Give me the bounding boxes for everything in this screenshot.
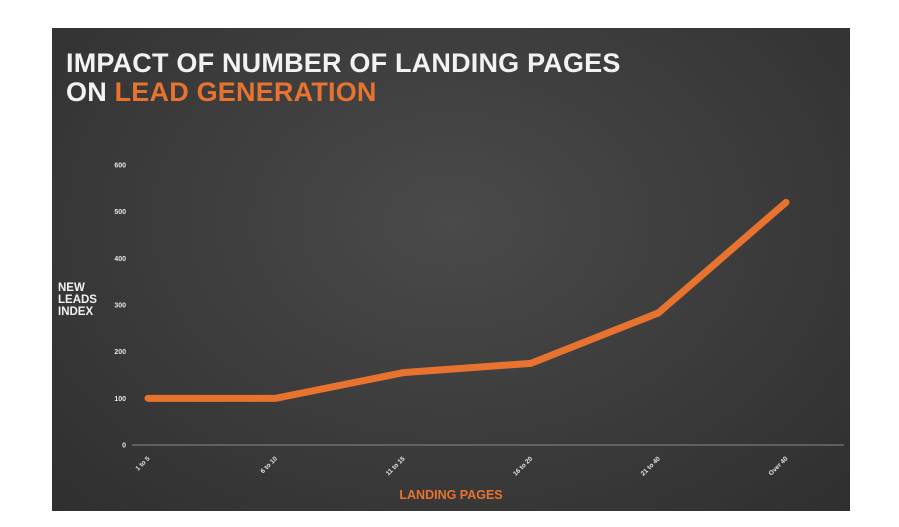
y-tick-label: 400 — [114, 256, 126, 263]
x-tick-label: 1 to 5 — [134, 455, 151, 472]
data-point — [272, 395, 279, 402]
y-tick-labels: 0 100 200 300 400 500 600 — [114, 163, 126, 450]
y-tick-label: 0 — [122, 443, 126, 450]
line-chart: 0 100 200 300 400 500 600 1 to 5 6 to 10 11 to 1… — [114, 163, 844, 478]
chart-title-accent: LEAD GENERATION — [114, 77, 377, 107]
data-point — [527, 360, 534, 367]
x-tick-label: 16 to 20 — [512, 455, 534, 477]
x-tick-label: 11 to 15 — [385, 455, 407, 477]
slide: IMPACT OF NUMBER OF LANDING PAGES ON LEA… — [52, 28, 850, 511]
y-axis-label: NEW LEADS INDEX — [58, 282, 97, 318]
chart-title-line1: IMPACT OF NUMBER OF LANDING PAGES — [66, 48, 621, 78]
data-point — [655, 309, 662, 316]
data-point — [145, 395, 151, 402]
x-tick-label: Over 40 — [768, 455, 790, 477]
x-tick-label: 6 to 10 — [260, 455, 280, 475]
chart-title-prefix: ON — [66, 77, 115, 107]
data-point — [783, 199, 789, 206]
x-axis-label: LANDING PAGES — [399, 488, 503, 502]
y-tick-label: 500 — [114, 209, 126, 216]
data-point — [400, 369, 407, 376]
x-tick-labels: 1 to 5 6 to 10 11 to 15 16 to 20 21 to 40 Ove… — [134, 455, 789, 477]
y-tick-label: 200 — [114, 349, 126, 356]
y-tick-label: 600 — [114, 163, 126, 170]
series-line — [144, 198, 790, 402]
y-tick-label: 100 — [114, 396, 126, 403]
x-tick-label: 21 to 40 — [640, 455, 662, 477]
series-group — [144, 198, 790, 402]
y-tick-label: 300 — [114, 303, 126, 310]
chart-title-line2: ON LEAD GENERATION — [66, 77, 377, 107]
